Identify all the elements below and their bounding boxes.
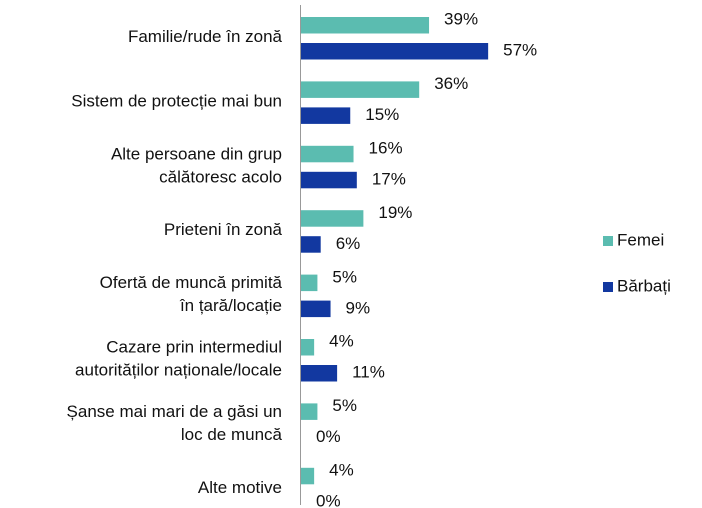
category-label: Ofertă de muncă primită în țară/locație <box>100 274 283 316</box>
bar <box>301 145 354 163</box>
bar <box>301 171 357 189</box>
value-label: 4% <box>329 332 354 351</box>
value-label: 17% <box>372 170 406 189</box>
bar <box>301 274 318 292</box>
value-label: 36% <box>434 74 468 93</box>
bar <box>301 467 315 485</box>
legend-label: Femei <box>617 230 664 249</box>
value-label: 0% <box>316 427 341 446</box>
legend-label: Bărbați <box>617 276 671 295</box>
value-label: 4% <box>329 461 354 480</box>
category-label: Alte persoane din grup călătoresc acolo <box>111 145 282 187</box>
bar <box>301 210 364 227</box>
value-label: 57% <box>503 41 537 60</box>
value-label: 11% <box>352 363 385 382</box>
bar <box>301 236 321 253</box>
category-label: Alte motive <box>198 478 282 497</box>
value-label: 5% <box>332 396 357 415</box>
category-label: Șanse mai mari de a găsi un loc de muncă <box>67 402 283 444</box>
value-label: 5% <box>332 267 357 286</box>
bar <box>301 107 351 124</box>
value-label: 9% <box>346 298 371 317</box>
bar <box>301 300 331 318</box>
value-label: 19% <box>378 203 412 222</box>
bar <box>301 403 318 420</box>
value-label: 16% <box>369 139 403 158</box>
bar <box>301 81 420 98</box>
value-label: 0% <box>316 492 341 508</box>
legend-swatch <box>603 282 613 292</box>
category-label: Sistem de protecție mai bun <box>71 92 282 111</box>
value-label: 39% <box>444 10 478 29</box>
value-label: 6% <box>336 234 361 253</box>
bar <box>301 17 430 34</box>
bar <box>301 339 315 356</box>
category-label: Cazare prin intermediul autorităților naț… <box>75 338 282 380</box>
legend-swatch <box>603 236 613 246</box>
bar <box>301 43 489 60</box>
category-label: Familie/rude în zonă <box>128 27 283 46</box>
value-label: 15% <box>365 105 399 124</box>
category-label: Prieteni în zonă <box>164 221 283 240</box>
bar <box>301 365 338 382</box>
